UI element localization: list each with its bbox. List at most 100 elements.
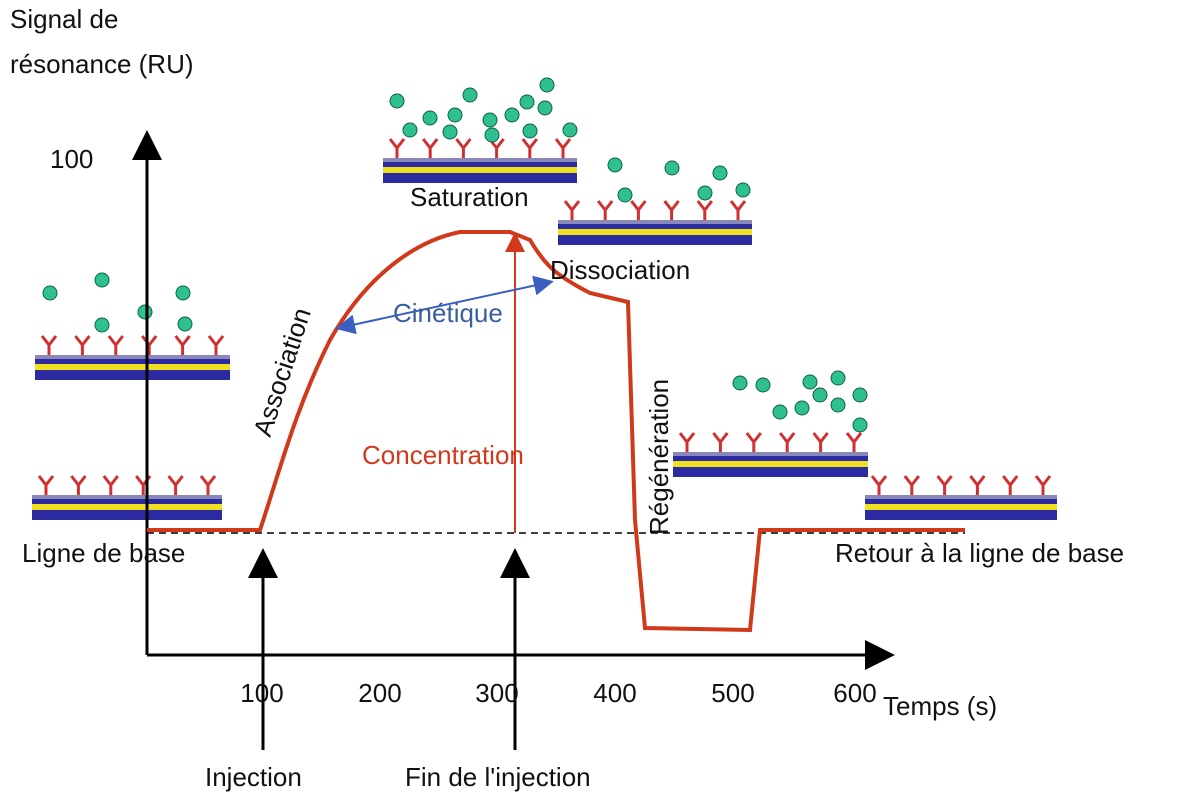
antibody [678, 432, 696, 452]
chip-top [32, 495, 222, 499]
x-tick-label: 600 [833, 678, 876, 708]
antibody [40, 335, 58, 355]
analyte [735, 182, 751, 198]
analyte [852, 417, 868, 433]
label: Dissociation [550, 255, 690, 285]
antibody [37, 475, 55, 495]
antibody [870, 475, 888, 495]
label: Saturation [410, 182, 529, 212]
label: Cinétique [393, 298, 503, 328]
antibody [174, 335, 191, 355]
label: Association [247, 304, 317, 440]
antibody [845, 432, 863, 452]
label: Fin de l'injection [405, 762, 591, 792]
analyte [664, 160, 680, 176]
analyte [177, 316, 193, 332]
analyte [482, 112, 498, 128]
kinetics-arrow [335, 275, 554, 335]
antibody [663, 200, 680, 220]
analyte [137, 304, 153, 320]
chip-stripe [35, 364, 230, 370]
analyte [732, 375, 748, 391]
x-tick-label: 500 [711, 678, 754, 708]
antibody [141, 335, 158, 355]
antibody [74, 335, 91, 355]
antibody [745, 432, 762, 452]
chip-top [383, 158, 577, 162]
chip-top [558, 220, 752, 224]
analyte [522, 123, 538, 139]
analyte [519, 94, 535, 110]
surfaces [32, 77, 1057, 520]
antibody [107, 335, 124, 355]
antibody [630, 200, 647, 220]
antibody [388, 138, 406, 158]
antibody [729, 200, 747, 220]
label: Retour à la ligne de base [835, 538, 1124, 568]
analyte [794, 400, 810, 416]
x-tick-label: 300 [475, 678, 518, 708]
analyte [562, 122, 578, 138]
analyte [802, 374, 818, 390]
analyte [755, 377, 771, 393]
antibody [1002, 475, 1019, 495]
analyte [504, 107, 520, 123]
antibody [207, 335, 225, 355]
chip-top [865, 495, 1057, 499]
antibody [422, 138, 439, 158]
analyte [402, 122, 418, 138]
analyte [772, 404, 788, 420]
x-tick-label: 100 [240, 678, 283, 708]
antibody [70, 475, 87, 495]
y-title: Signal de [10, 4, 118, 34]
x-tick-label: 200 [358, 678, 401, 708]
antibody [102, 475, 119, 495]
analyte [830, 397, 846, 413]
antibody [521, 138, 538, 158]
antibody [167, 475, 184, 495]
analyte [389, 93, 405, 109]
antibody [696, 200, 713, 220]
y-title: résonance (RU) [10, 49, 194, 79]
analyte [462, 87, 478, 103]
response-curve [147, 230, 965, 633]
analyte [712, 165, 728, 181]
analyte [607, 157, 623, 173]
analyte [484, 127, 500, 143]
analyte [537, 100, 553, 116]
analyte [539, 77, 555, 93]
chip-stripe [558, 229, 752, 235]
chip-top [673, 452, 868, 456]
antibody [903, 475, 920, 495]
antibody [554, 138, 572, 158]
antibody [563, 200, 581, 220]
antibody [712, 432, 729, 452]
analyte [852, 387, 868, 403]
antibody [1034, 475, 1052, 495]
chip-stripe [32, 504, 222, 510]
chip-stripe [865, 504, 1057, 510]
analyte [175, 285, 191, 301]
analyte [422, 110, 438, 126]
antibody [969, 475, 986, 495]
antibody [455, 138, 472, 158]
chip-stripe [673, 461, 868, 467]
analyte [94, 272, 110, 288]
x-tick-label: 400 [593, 678, 636, 708]
antibody [812, 432, 829, 452]
label: Ligne de base [22, 538, 185, 568]
analyte [442, 124, 458, 140]
chip-top [35, 355, 230, 359]
x-title: Temps (s) [883, 691, 997, 721]
analyte [42, 285, 58, 301]
antibody [936, 475, 953, 495]
analyte [812, 387, 828, 403]
analyte [94, 317, 110, 333]
antibody [199, 475, 217, 495]
antibody [779, 432, 796, 452]
label: Injection [205, 762, 302, 792]
chip-stripe [383, 167, 577, 173]
analyte [697, 185, 713, 201]
antibody [597, 200, 614, 220]
